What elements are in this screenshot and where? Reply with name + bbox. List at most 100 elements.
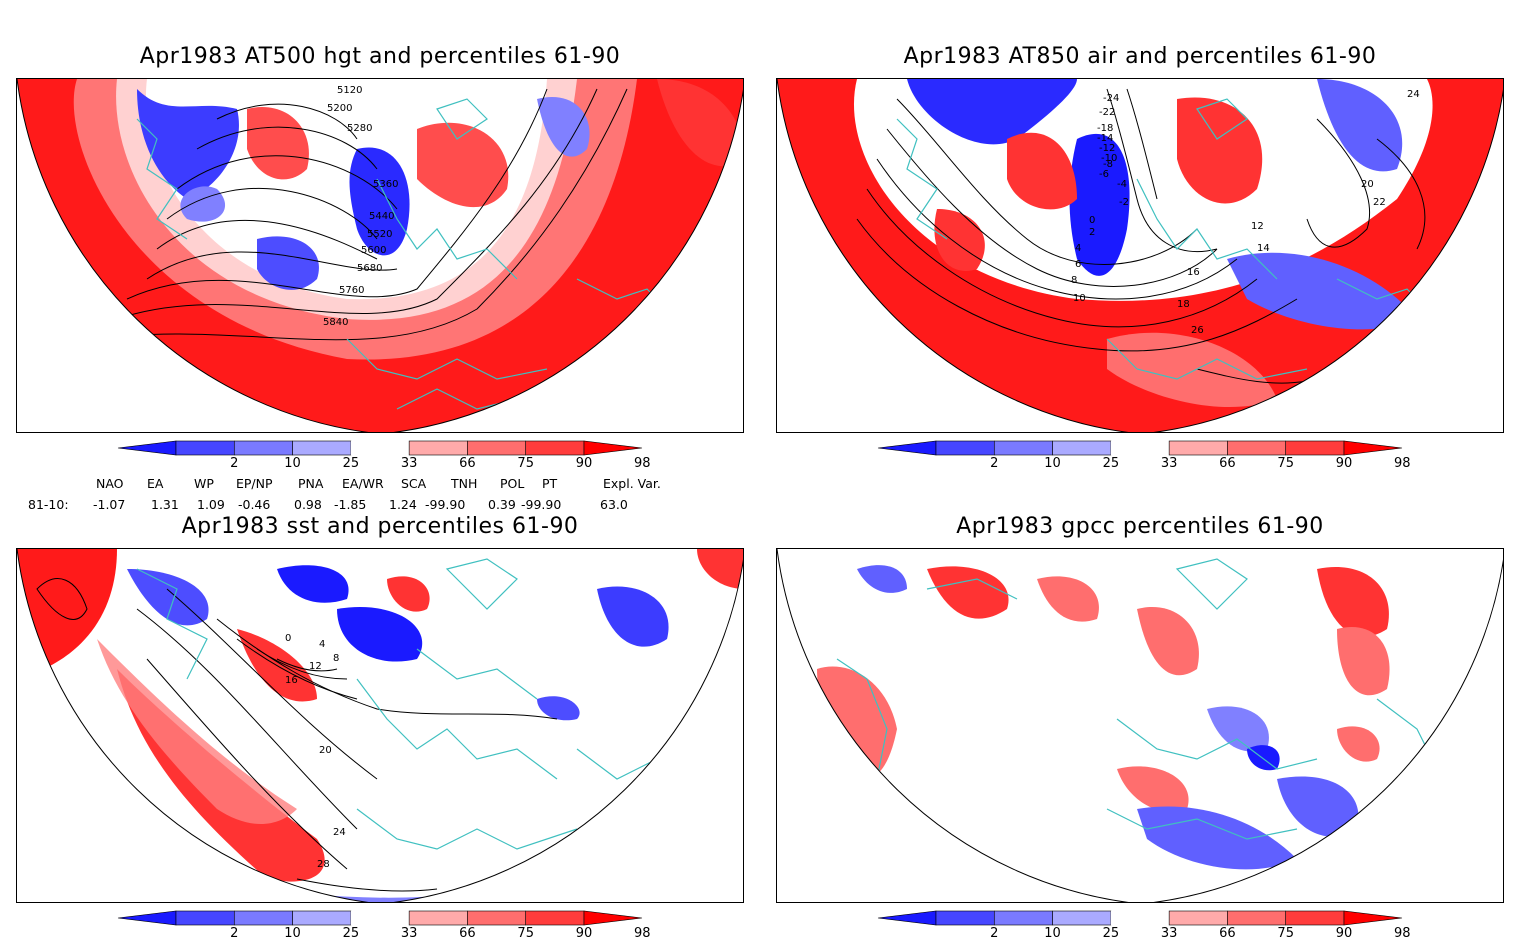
contour-label: 4 <box>1075 243 1081 254</box>
contour-label: 18 <box>1177 299 1190 310</box>
colorbar-segment <box>1168 440 1228 456</box>
colorbar-arrow-low <box>877 440 937 456</box>
contour-label: 24 <box>1407 89 1420 100</box>
contour-label: 8 <box>333 653 339 664</box>
colorbar-strip <box>117 440 643 456</box>
colorbar-tick-label: 75 <box>517 926 534 941</box>
contour-label: -18 <box>1097 123 1113 134</box>
colorbar-bottom-left: 2 10 25 33 66 75 90 98 <box>0 910 760 941</box>
colorbar-tick-label: 25 <box>1102 456 1120 471</box>
colorbar-tick-label: 10 <box>1044 926 1061 941</box>
colorbar-segment <box>1110 441 1170 455</box>
contour-label: 8 <box>1071 275 1077 286</box>
colorbar-tick-label: 98 <box>1394 926 1411 941</box>
colorbar-tick-label: 33 <box>400 926 418 941</box>
colorbar-segment <box>1052 910 1112 926</box>
index-header: SCA <box>401 476 427 491</box>
map-at500: 5120 5200 5280 5360 5440 5520 5600 5680 … <box>17 79 743 432</box>
colorbar-segment <box>935 440 995 456</box>
colorbar-segment <box>993 910 1053 926</box>
colorbar-tick-label: 75 <box>517 456 534 471</box>
contour-label: 20 <box>1361 179 1374 190</box>
colorbar-strip <box>117 910 643 926</box>
colorbar-top-left: 2 10 25 33 66 75 90 98 <box>0 440 760 471</box>
index-value: -1.07 <box>93 497 126 512</box>
contour-label: -14 <box>1097 133 1113 144</box>
index-value: -1.85 <box>334 497 367 512</box>
panel-title-sst: Apr1983 sst and percentiles 61-90 <box>181 514 579 539</box>
contour-label: 5200 <box>327 103 352 114</box>
contour-label: 10 <box>1073 293 1086 304</box>
contour-label: 5440 <box>369 211 394 222</box>
colorbar-tick-label: 90 <box>575 926 593 941</box>
colorbar-tick-label: 25 <box>342 926 360 941</box>
contour-label: 14 <box>1257 243 1270 254</box>
index-value: -0.46 <box>238 497 271 512</box>
index-value: 0.39 <box>488 497 516 512</box>
index-header: TNH <box>451 476 478 491</box>
index-value: 63.0 <box>600 497 628 512</box>
contour-label: -2 <box>1119 197 1129 208</box>
contour-label: 16 <box>285 675 298 686</box>
colorbar-arrow-high <box>1343 440 1403 456</box>
contour-label: 16 <box>1187 267 1200 278</box>
colorbar-tick-label: 33 <box>1160 926 1178 941</box>
contour-label: 26 <box>1191 325 1204 336</box>
colorbar-tick-label: 33 <box>1160 456 1178 471</box>
colorbar-strip <box>877 440 1403 456</box>
colorbar-segment <box>1285 910 1345 926</box>
contour-label: 22 <box>1373 197 1386 208</box>
colorbar-tick-label: 25 <box>342 456 360 471</box>
contour-label: -10 <box>1101 153 1117 164</box>
colorbar-tick-label: 90 <box>1335 926 1353 941</box>
index-header: EA/WR <box>342 476 384 491</box>
index-row-label: 81-10: <box>28 497 69 512</box>
colorbar-tick-label: 90 <box>1335 456 1353 471</box>
contour-label: 5280 <box>347 123 372 134</box>
map-at850: -24 -22 -18 -14 -12 -10 -8 -6 -4 -2 0 2 … <box>777 79 1503 432</box>
panel-title-at850: Apr1983 AT850 air and percentiles 61-90 <box>903 44 1377 69</box>
colorbar-tick-label: 2 <box>990 926 999 941</box>
colorbar-tick-label: 25 <box>1102 926 1120 941</box>
contour-label: 2 <box>1089 227 1095 238</box>
colorbar-tick-label: 2 <box>990 456 999 471</box>
colorbar-segment <box>1227 910 1287 926</box>
index-header: PT <box>542 476 558 491</box>
colorbar-tick-label: 2 <box>230 926 239 941</box>
map-sst: 0 4 8 12 16 20 24 28 <box>17 549 743 902</box>
index-value: 0.98 <box>294 497 322 512</box>
colorbar-strip <box>877 910 1403 926</box>
colorbar-segment <box>1110 911 1170 925</box>
index-value: 1.09 <box>197 497 225 512</box>
colorbar-tick-label: 10 <box>284 926 301 941</box>
contour-label: 5520 <box>367 229 392 240</box>
index-header: NAO <box>96 476 124 491</box>
index-header: EP/NP <box>236 476 273 491</box>
colorbar-segment <box>1227 440 1287 456</box>
contour-label: 12 <box>1251 221 1264 232</box>
colorbar-tick-label: 98 <box>1394 456 1411 471</box>
colorbar-tick-label: 66 <box>1219 456 1236 471</box>
colorbar-segment <box>350 911 410 925</box>
index-value: 1.24 <box>389 497 417 512</box>
colorbar-tick-label: 75 <box>1277 926 1294 941</box>
contour-label: 24 <box>333 827 346 838</box>
colorbar-segment <box>1285 440 1345 456</box>
colorbar-tick-label: 66 <box>1219 926 1236 941</box>
contour-label: -22 <box>1099 107 1115 118</box>
colorbar-tick-label: 10 <box>284 456 301 471</box>
panel-title-gpcc: Apr1983 gpcc percentiles 61-90 <box>956 514 1324 539</box>
contour-label: 4 <box>319 639 325 650</box>
colorbar-segment <box>1168 910 1228 926</box>
map-panel-at850: -24 -22 -18 -14 -12 -10 -8 -6 -4 -2 0 2 … <box>776 78 1504 433</box>
colorbar-tick-label: 98 <box>634 456 651 471</box>
colorbar-arrow-low <box>877 910 937 926</box>
map-panel-at500: 5120 5200 5280 5360 5440 5520 5600 5680 … <box>16 78 744 433</box>
colorbar-top-right: 2 10 25 33 66 75 90 98 <box>0 440 1520 471</box>
map-panel-gpcc <box>776 548 1504 903</box>
index-value: 1.31 <box>151 497 179 512</box>
colorbar-tick-label: 66 <box>459 926 476 941</box>
contour-label: 0 <box>1089 215 1095 226</box>
colorbar-tick-label: 33 <box>400 456 418 471</box>
contour-label: -8 <box>1103 159 1113 170</box>
